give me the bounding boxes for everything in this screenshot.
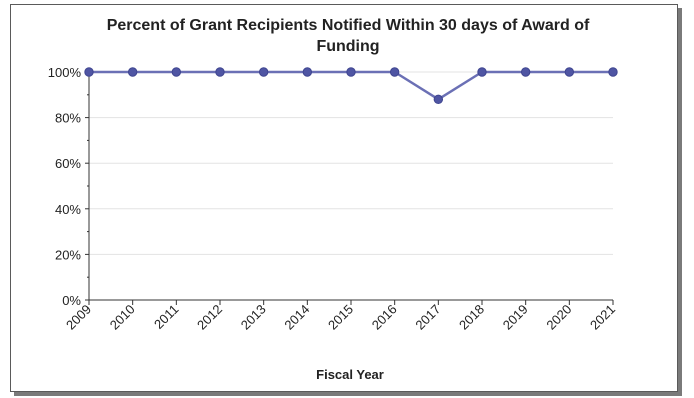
data-series (84, 67, 618, 105)
y-tick-label-20: 20% (55, 247, 81, 262)
axes (85, 70, 614, 305)
data-point-2014 (302, 67, 313, 77)
y-tick-label-60: 60% (55, 156, 81, 171)
data-point-2017 (433, 94, 444, 105)
y-tick-labels: 0% 20% 40% 60% 80% 100% (48, 65, 82, 308)
chart-title-line-2: Funding (316, 38, 379, 55)
x-tick-label-2018: 2018 (456, 302, 487, 333)
x-tick-label-2021: 2021 (587, 302, 618, 333)
x-tick-label-2011: 2011 (151, 302, 181, 332)
data-point-2019 (520, 67, 531, 77)
frame-shadow-right (678, 8, 682, 396)
data-point-2018 (477, 67, 487, 77)
x-tick-label-2013: 2013 (238, 302, 269, 333)
y-tick-label-80: 80% (55, 111, 81, 126)
x-tick-label-2014: 2014 (281, 302, 312, 333)
data-point-2013 (258, 67, 269, 77)
x-tick-label-2015: 2015 (325, 302, 356, 333)
x-axis-title: Fiscal Year (316, 367, 384, 382)
data-point-2015 (346, 67, 356, 77)
x-tick-label-2020: 2020 (543, 302, 574, 333)
frame-shadow-bottom (14, 392, 682, 396)
data-point-2012 (215, 67, 225, 77)
y-tick-label-100: 100% (48, 65, 82, 80)
data-point-2011 (171, 67, 182, 77)
y-tick-label-0: 0% (62, 293, 81, 308)
x-tick-label-2010: 2010 (107, 302, 138, 333)
data-point-2020 (564, 67, 575, 77)
x-tick-labels: 2009 2010 2011 2012 2013 2014 2015 2016 2017 2018… (63, 302, 618, 333)
x-tick-label-2012: 2012 (194, 302, 225, 333)
x-tick-label-2019: 2019 (500, 302, 531, 333)
chart-title-line-1: Percent of Grant Recipients Notified Wit… (107, 17, 590, 34)
data-point-2009 (84, 67, 94, 77)
x-tick-label-2017: 2017 (412, 302, 443, 333)
y-tick-label-40: 40% (55, 202, 81, 217)
gridlines (89, 71, 613, 255)
data-point-2016 (389, 67, 400, 77)
data-point-2010 (127, 67, 138, 77)
x-tick-label-2016: 2016 (369, 302, 400, 333)
data-point-2021 (608, 67, 618, 77)
